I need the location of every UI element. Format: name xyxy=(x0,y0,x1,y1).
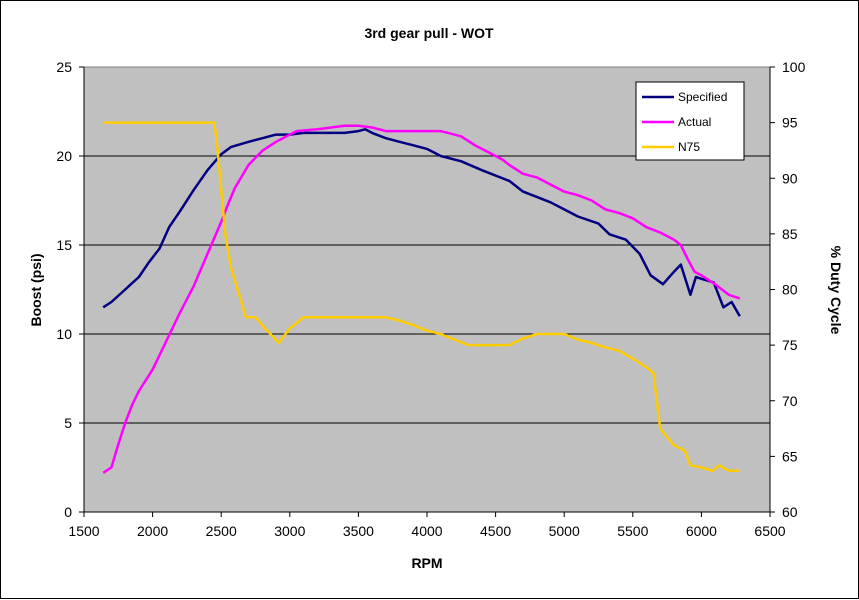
x-tick-label: 2000 xyxy=(137,523,168,539)
y-tick-label: 0 xyxy=(64,504,72,520)
y-tick-label: 20 xyxy=(56,148,72,164)
y2-tick-label: 75 xyxy=(782,337,798,353)
y-tick-label: 5 xyxy=(64,415,72,431)
x-tick-label: 6500 xyxy=(754,523,785,539)
series-line-actual xyxy=(102,124,741,474)
y-tick-label: 10 xyxy=(56,326,72,342)
y2-axis-title: % Duty Cycle xyxy=(828,246,844,335)
x-axis-title: RPM xyxy=(411,555,442,571)
x-tick-label: 1500 xyxy=(68,523,99,539)
series-line-specified xyxy=(102,128,741,317)
y2-tick-label: 100 xyxy=(782,59,806,75)
legend: Specified Actual N75 xyxy=(635,81,745,161)
x-tick-label: 3000 xyxy=(274,523,305,539)
legend-label: Actual xyxy=(678,115,711,129)
series-group xyxy=(102,121,741,474)
x-tick-label: 6000 xyxy=(686,523,717,539)
y2-tick-label: 90 xyxy=(782,170,798,186)
x-tick-label: 5500 xyxy=(617,523,648,539)
legend-label: Specified xyxy=(678,90,727,104)
y2-tick-label: 85 xyxy=(782,226,798,242)
y2-tick-label: 80 xyxy=(782,282,798,298)
legend-label: N75 xyxy=(678,140,700,154)
x-tick-label: 5000 xyxy=(549,523,580,539)
x-tick-label: 2500 xyxy=(206,523,237,539)
y2-tick-label: 60 xyxy=(782,504,798,520)
axes: 0 5 10 15 20 25 60 65 70 75 80 85 90 95 100 1500 2000 250… xyxy=(56,59,805,539)
x-tick-label: 4000 xyxy=(411,523,442,539)
y-tick-label: 25 xyxy=(56,59,72,75)
y2-tick-label: 70 xyxy=(782,393,798,409)
series-line-n75 xyxy=(103,121,740,473)
x-tick-label: 3500 xyxy=(343,523,374,539)
chart-title: 3rd gear pull - WOT xyxy=(364,25,494,41)
y-tick-label: 15 xyxy=(56,237,72,253)
y-axis-title: Boost (psi) xyxy=(28,253,44,326)
y2-tick-label: 95 xyxy=(782,115,798,131)
y2-tick-label: 65 xyxy=(782,448,798,464)
x-tick-label: 4500 xyxy=(480,523,511,539)
